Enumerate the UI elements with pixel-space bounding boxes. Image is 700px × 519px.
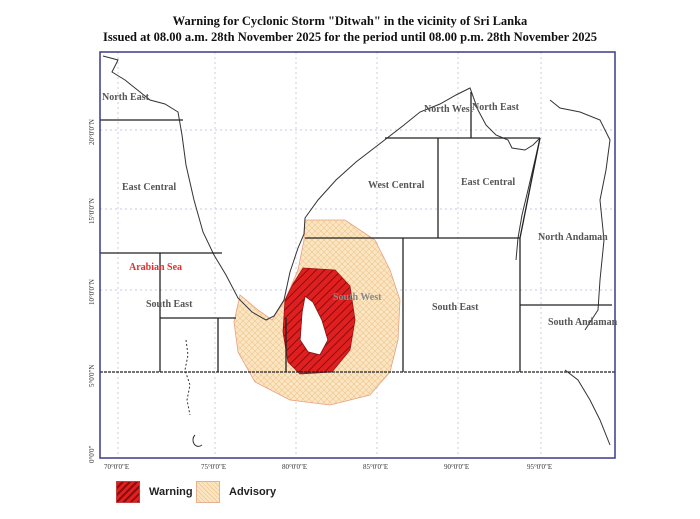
lat-tick: 20°0'0"N <box>88 119 96 145</box>
lat-tick: 0°0'0" <box>88 445 96 463</box>
label-bay-east-central: East Central <box>461 177 515 188</box>
legend-warning-label: Warning <box>149 486 193 498</box>
label-bay-west-central: West Central <box>368 180 425 191</box>
maldives <box>184 339 191 416</box>
region-boundaries <box>100 92 615 373</box>
map-title: Warning for Cyclonic Storm "Ditwah" in t… <box>172 14 528 28</box>
lon-tick: 75°0'0"E <box>201 463 226 471</box>
label-north-andaman: North Andaman <box>538 232 608 243</box>
label-arabian-north-east: North East <box>102 92 150 103</box>
label-arabian-sea: Arabian Sea <box>129 262 182 273</box>
graticule <box>100 52 615 458</box>
label-bay-south-west: South West <box>333 292 382 303</box>
lon-tick: 90°0'0"E <box>444 463 469 471</box>
label-bay-north-east: North East <box>472 102 520 113</box>
map-frame <box>99 51 616 459</box>
map-subtitle: Issued at 08.00 a.m. 28th November 2025 … <box>102 30 598 44</box>
lat-tick: 15°0'0"N <box>88 198 96 224</box>
latitude-ticks: 20°0'0"N 15°0'0"N 10°0'0"N 5°0'0"N 0°0'0… <box>88 119 96 463</box>
label-arabian-east-central: East Central <box>122 182 176 193</box>
lon-tick: 85°0'0"E <box>363 463 388 471</box>
label-arabian-south-east: South East <box>146 299 193 310</box>
label-bay-south-east: South East <box>432 302 479 313</box>
warning-swatch-icon <box>116 481 140 503</box>
legend-warning: Warning <box>116 481 193 503</box>
warning-area <box>282 267 356 375</box>
lon-tick: 80°0'0"E <box>282 463 307 471</box>
advisory-swatch-icon <box>196 481 220 503</box>
lon-tick: 95°0'0"E <box>527 463 552 471</box>
legend-advisory: Advisory <box>196 481 276 503</box>
longitude-ticks: 70°0'0"E 75°0'0"E 80°0'0"E 85°0'0"E 90°0… <box>104 463 552 471</box>
legend-advisory-label: Advisory <box>229 486 277 498</box>
label-bay-north-west: North West <box>424 104 474 115</box>
lat-tick: 5°0'0"N <box>88 365 96 387</box>
lon-tick: 70°0'0"E <box>104 463 129 471</box>
lat-tick: 10°0'0"N <box>88 279 96 305</box>
label-south-andaman: South Andaman <box>548 317 618 328</box>
